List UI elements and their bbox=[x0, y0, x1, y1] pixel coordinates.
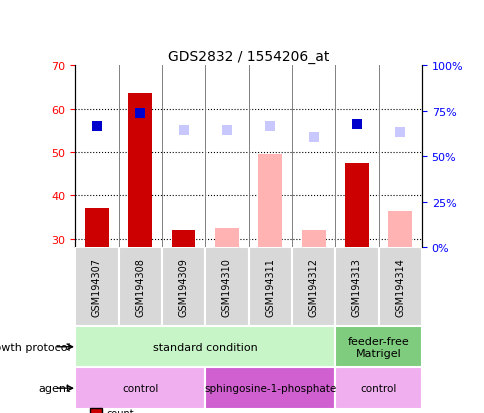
Bar bbox=[162, 248, 205, 326]
Bar bbox=[344, 164, 368, 248]
Text: agent: agent bbox=[38, 383, 70, 393]
Title: GDS2832 / 1554206_at: GDS2832 / 1554206_at bbox=[167, 50, 329, 64]
Bar bbox=[248, 248, 291, 326]
Bar bbox=[75, 326, 334, 368]
Text: sphingosine-1-phosphate: sphingosine-1-phosphate bbox=[204, 383, 336, 393]
Bar bbox=[75, 368, 205, 409]
Bar bbox=[388, 211, 411, 248]
Text: standard condition: standard condition bbox=[152, 342, 257, 352]
Text: GSM194312: GSM194312 bbox=[308, 258, 318, 316]
Text: growth protocol: growth protocol bbox=[0, 342, 70, 352]
Text: control: control bbox=[360, 383, 396, 393]
Bar bbox=[334, 326, 421, 368]
Bar bbox=[171, 230, 195, 248]
Text: control: control bbox=[122, 383, 158, 393]
Bar bbox=[378, 248, 421, 326]
Text: GSM194307: GSM194307 bbox=[91, 258, 102, 316]
Text: GSM194308: GSM194308 bbox=[135, 258, 145, 316]
Bar bbox=[301, 230, 325, 248]
Bar bbox=[214, 228, 238, 248]
Bar bbox=[334, 248, 378, 326]
Bar bbox=[75, 248, 118, 326]
Bar bbox=[118, 248, 162, 326]
Text: GSM194310: GSM194310 bbox=[222, 258, 231, 316]
Bar bbox=[128, 94, 152, 248]
Text: GSM194311: GSM194311 bbox=[265, 258, 274, 316]
Text: GSM194309: GSM194309 bbox=[178, 258, 188, 316]
Bar bbox=[258, 155, 282, 248]
Text: GSM194313: GSM194313 bbox=[351, 258, 361, 316]
Bar bbox=[85, 209, 108, 248]
Bar bbox=[205, 368, 334, 409]
Text: count: count bbox=[106, 408, 134, 413]
Bar bbox=[205, 248, 248, 326]
Bar bbox=[291, 248, 334, 326]
Text: GSM194314: GSM194314 bbox=[394, 258, 405, 316]
Text: feeder-free
Matrigel: feeder-free Matrigel bbox=[347, 336, 408, 358]
Bar bbox=[334, 368, 421, 409]
